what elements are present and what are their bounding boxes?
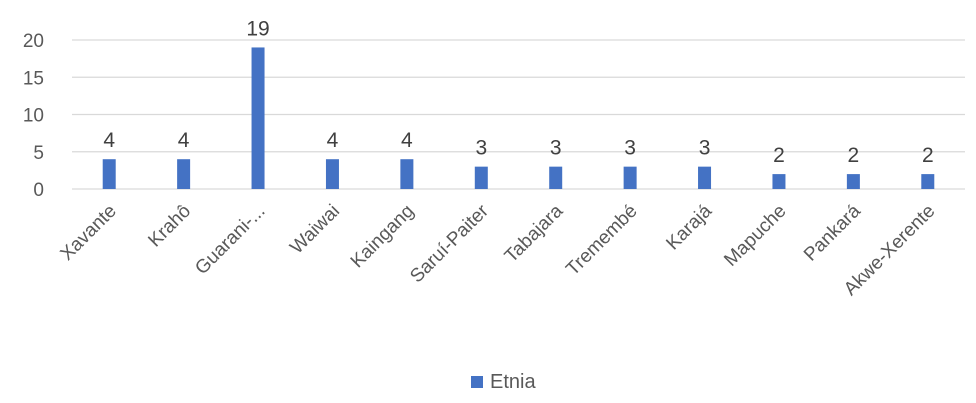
legend-swatch xyxy=(471,376,483,388)
x-tick-label: Xavante xyxy=(57,201,121,265)
y-tick-label: 20 xyxy=(23,31,44,52)
bar-xavante xyxy=(102,159,116,189)
x-tick-label: Kaingang xyxy=(347,201,419,273)
x-tick-label: Guarani-... xyxy=(191,201,269,279)
data-label: 2 xyxy=(922,144,934,167)
x-tick-label: Tremembé xyxy=(562,201,641,280)
x-tick-label: Karajá xyxy=(662,200,716,254)
legend-label: Etnia xyxy=(490,371,536,393)
y-tick-label: 15 xyxy=(23,68,44,89)
bar-krah- xyxy=(177,159,191,189)
bar-mapuche xyxy=(772,174,786,189)
data-label: 3 xyxy=(699,137,711,160)
data-label: 3 xyxy=(624,137,636,160)
y-tick-label: 0 xyxy=(33,180,44,201)
bar-karaj- xyxy=(698,166,712,189)
data-label: 3 xyxy=(550,137,562,160)
data-label: 4 xyxy=(178,129,190,152)
bar-akwe-xerente xyxy=(921,174,935,189)
data-label: 3 xyxy=(475,137,487,160)
bar-waiwai xyxy=(325,159,339,189)
data-label: 2 xyxy=(848,144,860,167)
data-label: 4 xyxy=(401,129,413,152)
x-tick-label: Tabajara xyxy=(501,200,568,267)
data-label: 4 xyxy=(103,129,115,152)
y-tick-label: 10 xyxy=(23,106,44,127)
data-label: 19 xyxy=(246,17,269,40)
bar-trememb- xyxy=(623,166,637,189)
x-tick-label: Mapuche xyxy=(720,201,790,271)
x-tick-label: Krahô xyxy=(144,201,195,252)
y-tick-label: 5 xyxy=(33,143,44,164)
bar-kaingang xyxy=(400,159,414,189)
bar-guarani- xyxy=(251,47,265,190)
x-tick-label: Pankará xyxy=(800,200,865,265)
bar-pankar- xyxy=(846,174,860,189)
bar-saru-paiter xyxy=(474,166,488,189)
bar-tabajara xyxy=(549,166,563,189)
data-label: 2 xyxy=(773,144,785,167)
data-label: 4 xyxy=(327,129,339,152)
x-tick-label: Waiwai xyxy=(286,201,344,259)
x-tick-label: Saruí-Paiter xyxy=(406,200,493,287)
